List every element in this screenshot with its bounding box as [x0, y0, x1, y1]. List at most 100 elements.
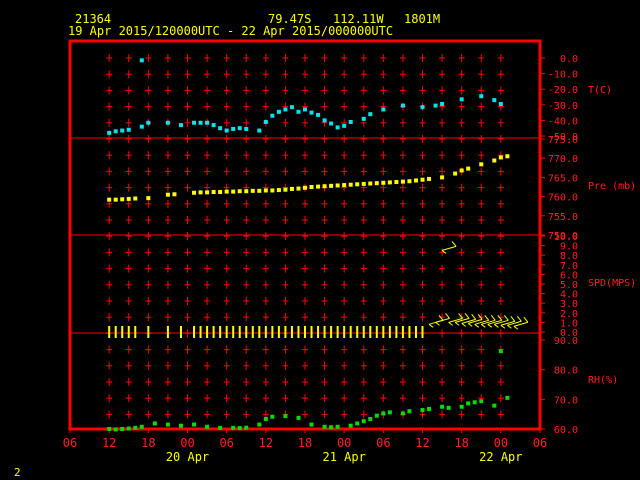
wind-barb: [448, 317, 463, 323]
data-point-pres: [381, 180, 386, 185]
y-tick-label-spd: 5.0: [560, 280, 578, 291]
data-point-pres: [283, 187, 288, 192]
data-point-pres: [394, 180, 399, 185]
day-label: 22 Apr: [479, 450, 522, 464]
wind-barb: [503, 315, 509, 321]
data-point-rh: [498, 349, 503, 354]
data-point-rh: [107, 427, 112, 431]
data-point-temp: [126, 127, 131, 132]
data-point-rh: [446, 405, 451, 410]
data-point-pres: [413, 178, 418, 183]
y-tick-label-rh: 80.0: [554, 366, 578, 377]
data-point-rh: [309, 422, 314, 427]
data-point-pres: [146, 196, 151, 201]
data-point-pres: [276, 188, 281, 193]
data-point-pres: [427, 176, 432, 181]
x-tick-label: 18: [454, 436, 468, 450]
x-tick-label: 06: [219, 436, 233, 450]
data-point-rh: [152, 421, 157, 426]
data-point-temp: [205, 120, 210, 125]
wind-barb: [445, 313, 450, 319]
data-point-rh: [459, 404, 464, 409]
panel-label-temp: T(C): [588, 85, 612, 96]
x-tick-label: 12: [415, 436, 429, 450]
data-point-rh: [361, 419, 366, 424]
data-point-pres: [198, 190, 203, 195]
data-point-temp: [146, 120, 151, 125]
data-point-pres: [237, 189, 242, 194]
data-point-rh: [400, 411, 405, 416]
wind-barb: [510, 315, 516, 322]
data-point-rh: [348, 423, 353, 428]
data-point-pres: [407, 179, 412, 184]
wind-barb: [451, 241, 457, 247]
wind-barb: [523, 316, 529, 323]
y-tick-label-spd: 7.0: [560, 261, 578, 272]
data-point-pres: [316, 184, 321, 189]
y-tick-label-spd: 9.0: [560, 242, 578, 253]
wind-barb: [494, 323, 499, 328]
data-point-pres: [270, 188, 275, 193]
x-tick-label: 12: [259, 436, 273, 450]
y-tick-label-temp: -40.0: [548, 116, 578, 127]
y-tick-label-rh: 60.0: [554, 425, 578, 436]
data-point-pres: [107, 197, 112, 202]
data-point-pres: [250, 188, 255, 193]
data-point-pres: [120, 197, 125, 202]
data-point-rh: [192, 422, 197, 427]
x-tick-label: 12: [102, 436, 116, 450]
data-point-pres: [322, 184, 327, 189]
data-point-temp: [381, 107, 386, 112]
data-point-temp: [459, 97, 464, 102]
y-tick-label-spd: 2.0: [560, 309, 578, 320]
panel-label-rh: RH(%): [588, 375, 618, 386]
data-point-temp: [120, 128, 125, 133]
data-point-temp: [289, 105, 294, 110]
y-tick-label-spd: 8.0: [560, 251, 578, 262]
data-point-temp: [139, 58, 144, 63]
data-point-pres: [244, 189, 249, 194]
data-point-rh: [263, 416, 268, 421]
data-point-rh: [335, 424, 340, 429]
data-point-pres: [329, 183, 334, 188]
wind-barb: [480, 323, 486, 328]
data-point-pres: [466, 166, 471, 171]
data-point-rh: [165, 422, 170, 427]
data-point-temp: [303, 107, 307, 112]
data-point-rh: [322, 424, 327, 429]
y-tick-label-spd: 4.0: [560, 290, 578, 301]
wind-barb: [500, 320, 515, 326]
data-point-rh: [381, 411, 386, 416]
wind-barb: [435, 317, 450, 323]
x-tick-label: 00: [180, 436, 194, 450]
data-point-rh: [427, 406, 432, 411]
data-point-pres: [231, 189, 236, 194]
data-point-pres: [342, 183, 347, 188]
data-point-rh: [492, 403, 497, 408]
data-point-rh: [505, 395, 510, 400]
data-point-rh: [257, 422, 262, 427]
data-point-rh: [374, 413, 379, 418]
wind-barb: [461, 318, 476, 324]
data-point-rh: [420, 408, 425, 413]
x-tick-label: 06: [376, 436, 390, 450]
data-point-rh: [283, 414, 288, 419]
data-point-temp: [192, 120, 197, 125]
data-point-pres: [126, 196, 131, 201]
page-number: 2: [14, 466, 21, 479]
y-tick-label-spd: 0.0: [560, 328, 578, 339]
data-point-rh: [139, 424, 144, 429]
y-tick-label-pres: 760.0: [548, 193, 578, 204]
wind-barb: [507, 320, 522, 326]
wind-barb: [441, 245, 457, 251]
y-tick-label-pres: 775.0: [548, 135, 578, 146]
data-point-rh: [237, 426, 242, 431]
panel-label-pres: Pre (mb): [588, 181, 636, 192]
y-tick-label-pres: 770.0: [548, 154, 578, 165]
data-point-rh: [472, 400, 477, 405]
data-point-temp: [165, 120, 170, 125]
data-point-rh: [120, 427, 125, 431]
x-tick-label: 06: [63, 436, 77, 450]
data-point-pres: [440, 175, 445, 180]
data-point-temp: [283, 107, 288, 112]
